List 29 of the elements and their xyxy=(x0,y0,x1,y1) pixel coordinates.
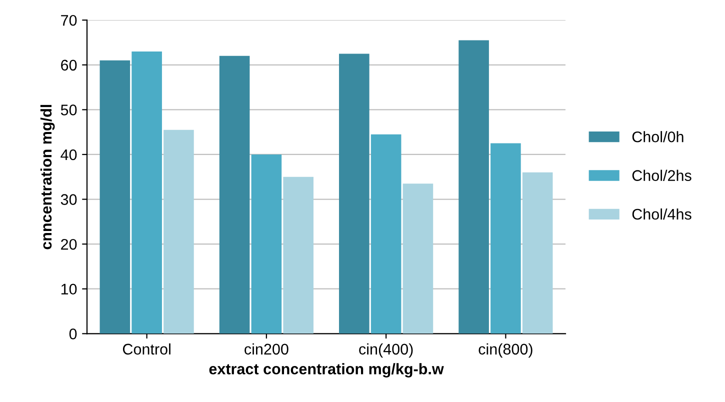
y-tick-label: 60 xyxy=(61,60,77,71)
bar xyxy=(458,40,489,334)
x-tick-label: cin(800) xyxy=(478,343,532,358)
x-tick-label: Control xyxy=(122,343,170,355)
y-tick-label: 0 xyxy=(69,328,77,340)
y-axis-title: cnncentration mg/dl xyxy=(40,104,55,250)
y-tick-label: 20 xyxy=(61,238,77,250)
legend-label: Chol/2hs xyxy=(632,170,692,181)
y-tick-label: 50 xyxy=(60,104,77,116)
x-tick-label: cin(400) xyxy=(359,343,413,358)
bar xyxy=(283,176,314,334)
bar xyxy=(219,56,250,334)
bar xyxy=(164,130,194,334)
x-tick-label: cin200 xyxy=(244,343,288,355)
y-tick-label: 30 xyxy=(60,194,77,205)
bar xyxy=(251,154,282,334)
x-axis-title: extract concentration mg/kg-b.w xyxy=(209,363,444,378)
bar xyxy=(522,172,553,334)
y-tick-label: 40 xyxy=(60,149,77,160)
y-tick-label: 10 xyxy=(61,284,77,295)
legend-label: Chol/4hs xyxy=(632,208,692,220)
bar xyxy=(132,51,162,334)
bar xyxy=(402,184,434,334)
bar xyxy=(100,60,130,334)
bar xyxy=(490,143,521,334)
y-tick-label: 70 xyxy=(61,14,77,26)
legend-label: Chol/0h xyxy=(632,131,684,142)
bar xyxy=(339,54,370,334)
bar xyxy=(370,134,402,334)
